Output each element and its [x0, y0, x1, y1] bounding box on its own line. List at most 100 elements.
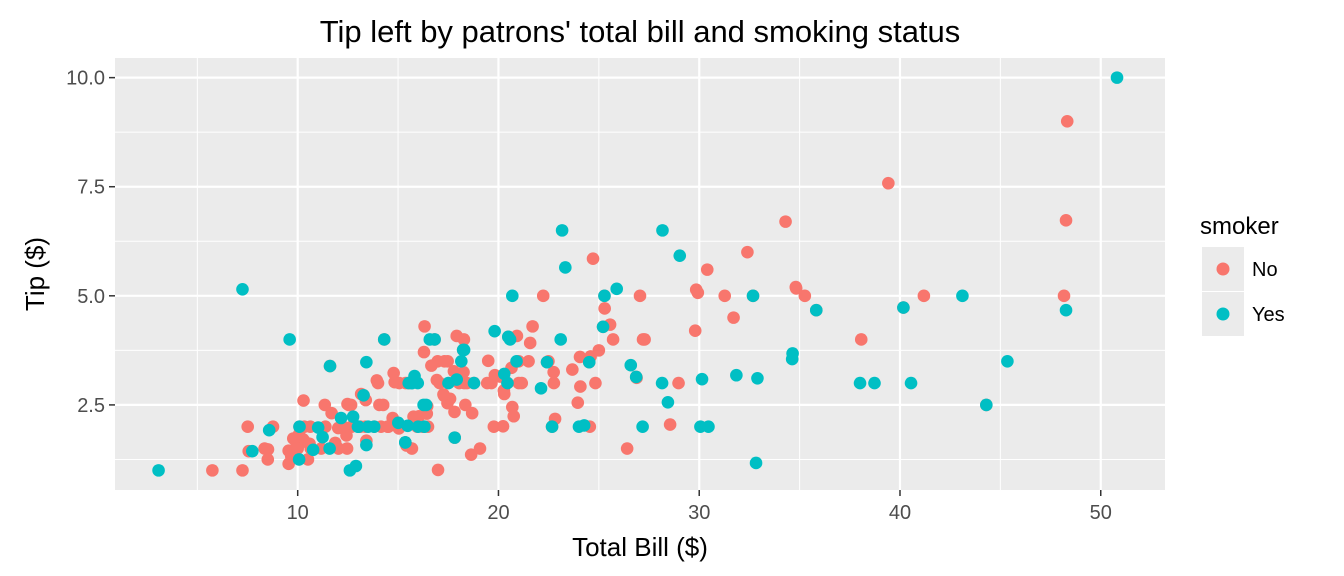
point-yes	[1059, 303, 1073, 317]
point-yes	[534, 382, 548, 395]
point-no	[586, 252, 600, 266]
x-tick-label: 50	[1090, 502, 1112, 524]
point-no	[286, 432, 300, 445]
point-yes	[293, 420, 306, 434]
point-no	[318, 398, 332, 412]
point-yes	[346, 410, 360, 423]
point-yes	[809, 303, 823, 317]
point-yes	[323, 359, 337, 373]
y-axis-label: Tip ($)	[20, 237, 50, 311]
point-yes	[582, 355, 596, 369]
data-points	[152, 71, 1124, 477]
point-yes	[360, 438, 373, 452]
major-gridlines	[115, 58, 1165, 490]
point-yes	[868, 376, 881, 390]
point-yes	[661, 395, 675, 409]
point-no	[437, 388, 450, 401]
point-yes	[540, 355, 554, 369]
point-no	[592, 344, 606, 357]
point-no	[741, 245, 754, 259]
point-no	[258, 442, 271, 455]
y-tick-label: 2.5	[77, 395, 105, 417]
point-yes	[442, 376, 455, 390]
point-no	[325, 406, 338, 420]
point-no	[633, 289, 647, 303]
point-no	[431, 463, 445, 477]
y-tick-label: 5.0	[77, 286, 105, 308]
point-no	[598, 302, 611, 315]
point-no	[441, 354, 454, 368]
point-no	[282, 457, 295, 471]
y-tick-label: 7.5	[77, 177, 105, 199]
point-yes	[360, 355, 373, 369]
point-no	[481, 354, 495, 368]
point-no	[700, 263, 714, 276]
legend-marker-yes	[1216, 307, 1230, 321]
point-yes	[904, 376, 918, 390]
point-no	[917, 289, 931, 303]
point-no	[798, 289, 812, 303]
point-yes	[624, 358, 638, 372]
point-yes	[655, 376, 669, 390]
point-yes	[695, 372, 709, 386]
point-yes	[357, 389, 370, 402]
y-tick-label: 10.0	[66, 68, 105, 90]
point-yes	[636, 420, 649, 434]
legend-label-no: No	[1252, 259, 1278, 281]
point-no	[291, 442, 304, 455]
point-yes	[467, 376, 481, 390]
point-no	[206, 464, 219, 477]
plot-panel	[115, 58, 1165, 490]
legend-marker-no	[1216, 262, 1230, 276]
point-yes	[501, 376, 514, 390]
point-no	[418, 320, 431, 333]
point-yes	[316, 430, 329, 444]
point-yes	[334, 411, 348, 425]
axis-ticks: 10 20 30 40 50 2.5 5.0 7.5 10.0	[66, 68, 1112, 524]
point-yes	[408, 369, 421, 383]
point-no	[459, 398, 472, 412]
point-no	[512, 376, 526, 390]
point-no	[779, 215, 792, 228]
point-yes	[423, 333, 437, 346]
point-yes	[673, 249, 687, 262]
point-no	[1057, 289, 1071, 303]
point-yes	[418, 420, 431, 434]
point-yes	[510, 354, 523, 368]
point-no	[689, 283, 703, 297]
point-yes	[1110, 71, 1124, 84]
legend-title: smoker	[1200, 213, 1279, 240]
point-no	[381, 420, 394, 434]
point-no	[727, 311, 740, 324]
point-yes	[377, 333, 391, 346]
point-yes	[455, 354, 468, 368]
point-yes	[506, 289, 519, 303]
point-no	[672, 376, 685, 390]
point-no	[344, 398, 358, 412]
point-yes	[361, 420, 375, 434]
x-tick-label: 40	[889, 502, 911, 524]
point-yes	[246, 444, 259, 458]
point-yes	[656, 224, 669, 237]
point-no	[574, 380, 587, 393]
point-yes	[503, 333, 517, 346]
point-no	[480, 376, 494, 390]
point-yes	[555, 224, 569, 237]
point-yes	[292, 453, 306, 466]
point-yes	[456, 343, 470, 357]
point-no	[340, 442, 354, 455]
point-yes	[1001, 354, 1014, 368]
point-yes	[786, 347, 799, 360]
point-no	[688, 324, 702, 338]
point-no	[417, 345, 431, 359]
point-no	[371, 376, 385, 390]
point-no	[487, 420, 501, 434]
point-yes	[311, 421, 325, 434]
point-yes	[262, 423, 276, 437]
point-no	[718, 289, 732, 303]
point-no	[789, 282, 803, 295]
point-no	[663, 418, 677, 431]
point-no	[507, 409, 521, 423]
point-no	[573, 350, 587, 364]
